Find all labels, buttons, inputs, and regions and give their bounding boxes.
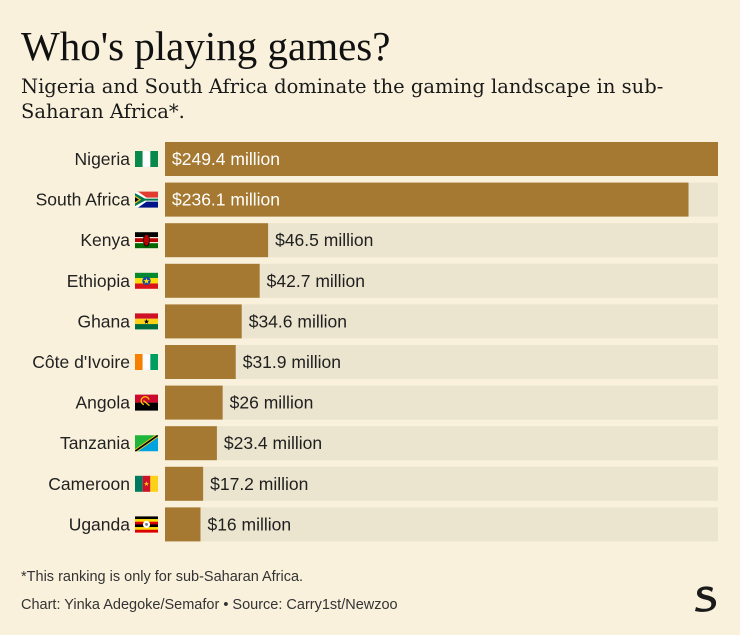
value-label: $23.4 million: [224, 433, 322, 453]
bar-row: Côte d'Ivoire $31.9 million: [32, 345, 718, 379]
bar: [165, 182, 689, 217]
value-label: $34.6 million: [249, 311, 347, 331]
cameroon-flag-icon: [135, 475, 158, 492]
bar: [165, 507, 201, 542]
category-label: Angola: [76, 393, 131, 413]
tanzania-flag-icon: [135, 435, 158, 452]
cote-divoire-flag-icon: [135, 354, 158, 370]
bar-row: Tanzania $23.4 million: [60, 426, 718, 461]
bar-row: Ethiopia $42.7 million: [67, 263, 718, 298]
category-label: Nigeria: [75, 149, 131, 169]
bar-row: Kenya $46.5 million: [80, 223, 718, 258]
value-label: $31.9 million: [243, 352, 341, 372]
bar-row: Cameroon $17.2 million: [48, 466, 718, 501]
bar: [165, 304, 242, 339]
chart-subtitle: Nigeria and South Africa dominate the ga…: [21, 75, 664, 123]
value-label: $42.7 million: [267, 271, 365, 291]
value-label: $26 million: [230, 393, 314, 413]
bar-track: [165, 345, 718, 379]
bar-track: [165, 426, 718, 461]
bar-track: [165, 466, 718, 501]
semafor-logo-icon: [695, 586, 717, 612]
value-label: $236.1 million: [172, 190, 280, 210]
ethiopia-flag-icon: [135, 272, 158, 289]
category-label: Ethiopia: [67, 271, 131, 291]
category-label: South Africa: [36, 190, 131, 210]
category-label: Ghana: [77, 311, 130, 331]
ghana-flag-icon: [135, 313, 158, 330]
uganda-flag-icon: [135, 516, 158, 533]
bar-track: [165, 385, 718, 420]
category-label: Tanzania: [60, 433, 130, 453]
source-credit: Chart: Yinka Adegoke/Semafor • Source: C…: [21, 597, 398, 613]
kenya-flag-icon: [135, 232, 158, 249]
bar-track: [165, 507, 718, 542]
bar-row: Angola $26 million: [76, 385, 718, 420]
bar-row: South Africa $236.1 million: [36, 182, 718, 217]
category-label: Kenya: [80, 230, 130, 250]
value-label: $46.5 million: [275, 230, 373, 250]
bar-row: Nigeria $249.4 million: [75, 142, 718, 176]
value-label: $16 million: [207, 514, 291, 534]
bar: [165, 426, 217, 461]
bar-chart: Nigeria $249.4 million South Africa $236.1 …: [32, 142, 718, 542]
nigeria-flag-icon: [135, 151, 158, 167]
bar: [165, 142, 718, 176]
chart-title: Who's playing games?: [21, 23, 391, 69]
category-label: Côte d'Ivoire: [32, 352, 130, 372]
bar: [165, 345, 236, 379]
angola-flag-icon: [135, 394, 158, 411]
value-label: $249.4 million: [172, 149, 280, 169]
bar-track: [165, 304, 718, 339]
bar: [165, 223, 269, 258]
bar-row: Uganda $16 million: [69, 507, 718, 542]
bar: [165, 263, 260, 298]
category-label: Uganda: [69, 514, 131, 534]
bar: [165, 466, 204, 501]
category-label: Cameroon: [48, 474, 130, 494]
south-africa-flag-icon: [135, 191, 158, 208]
footnote: *This ranking is only for sub-Saharan Af…: [21, 569, 304, 585]
bar: [165, 385, 223, 420]
value-label: $17.2 million: [210, 474, 308, 494]
bar-row: Ghana $34.6 million: [77, 304, 718, 339]
